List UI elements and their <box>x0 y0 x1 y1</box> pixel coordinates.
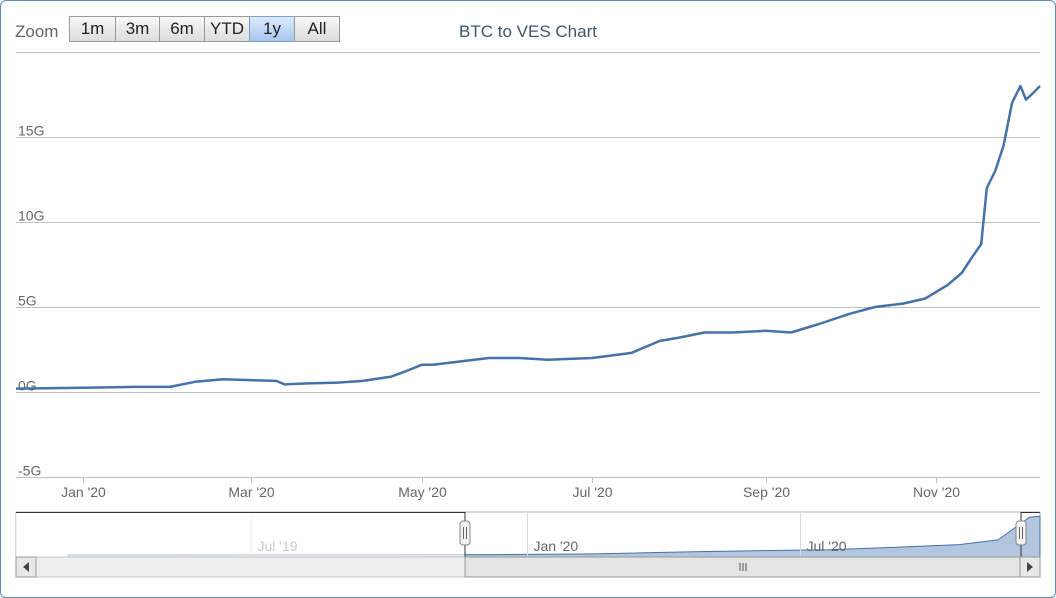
zoom-1m-button[interactable]: 1m <box>69 16 116 42</box>
zoom-all-button[interactable]: All <box>294 16 340 42</box>
arrow-right-icon <box>1027 562 1033 572</box>
y-tick-label: 15G <box>18 123 44 139</box>
zoom-3m-button[interactable]: 3m <box>115 16 160 42</box>
y-tick-label: 5G <box>18 293 37 309</box>
zoom-6m-button[interactable]: 6m <box>159 16 205 42</box>
x-tick-label: Sep '20 <box>743 484 790 500</box>
navigator-tick-label: Jan '20 <box>534 538 579 554</box>
navigator-mask <box>16 512 465 557</box>
x-tick-label: Jul '20 <box>572 484 612 500</box>
x-tick-label: Nov '20 <box>913 484 960 500</box>
zoom-ytd-button[interactable]: YTD <box>204 16 250 42</box>
y-tick-label: 10G <box>18 208 44 224</box>
series-line <box>15 84 1041 390</box>
y-tick-label: 0G <box>18 378 37 394</box>
zoom-button-group: 1m 3m 6m YTD 1y All <box>69 16 340 42</box>
x-tick-label: Mar '20 <box>228 484 274 500</box>
zoom-label: Zoom <box>15 22 59 41</box>
navigator-left-handle[interactable] <box>459 520 471 546</box>
navigator-tick-label: Jul '20 <box>807 538 847 554</box>
chart-title: BTC to VES Chart <box>459 22 597 41</box>
navigator-right-handle[interactable] <box>1015 520 1027 546</box>
y-tick-label: -5G <box>18 463 41 479</box>
x-tick-label: May '20 <box>398 484 447 500</box>
x-tick-label: Jan '20 <box>61 484 106 500</box>
arrow-left-icon <box>23 562 29 572</box>
